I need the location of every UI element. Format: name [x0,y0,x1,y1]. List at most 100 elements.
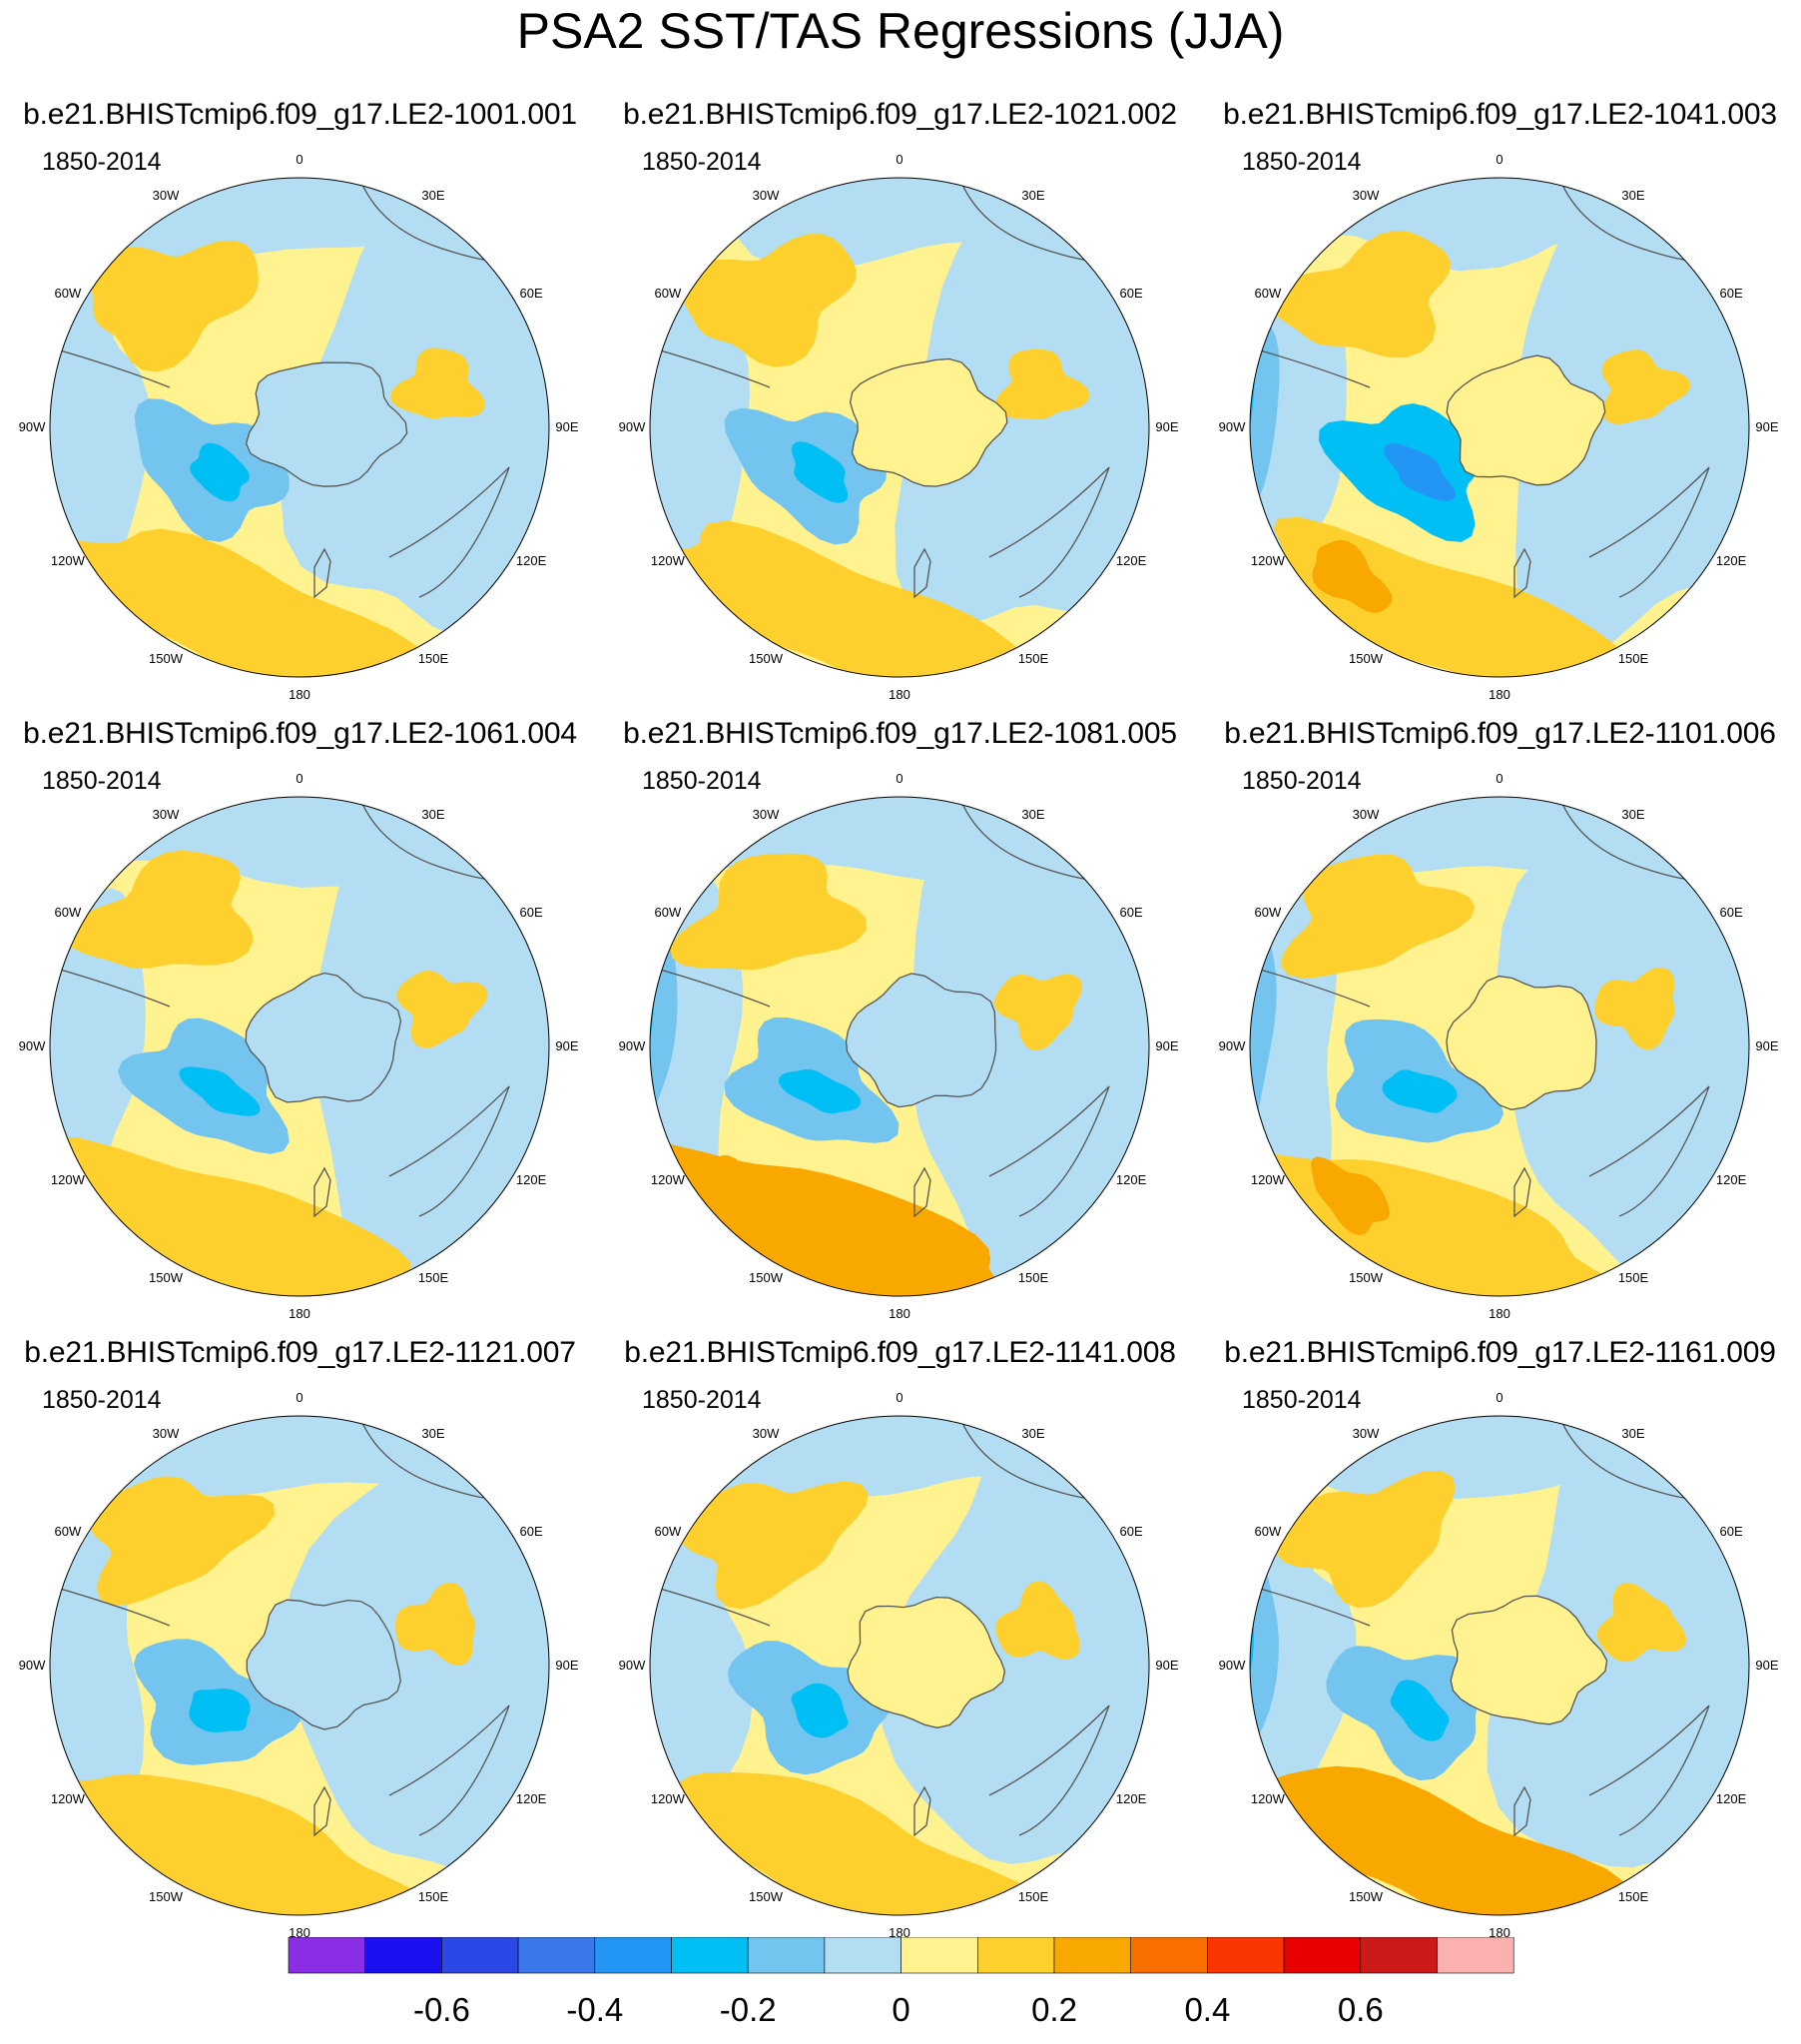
longitude-label: 180 [1489,687,1510,702]
colorbar-swatch [976,1936,1055,1974]
colorbar-swatch [747,1936,826,1974]
longitude-label: 30W [153,188,180,203]
map-boundary [649,1415,1150,1916]
longitude-label: 150W [1349,651,1384,666]
longitude-label: 150E [1018,1270,1049,1285]
colorbar-swatch [1360,1936,1438,1974]
longitude-label: 60E [520,1524,543,1539]
longitude-label: 120W [51,1791,86,1806]
panel-period-label: 1850-2014 [642,148,762,176]
longitude-label: 30W [753,188,780,203]
longitude-label: 30E [1021,188,1044,203]
longitude-label: 120E [516,553,547,568]
longitude-label: 180 [889,1306,910,1321]
longitude-label: 60W [1255,1524,1282,1539]
colorbar-tick-label: -0.4 [566,1991,623,2028]
panel-period-label: 1850-2014 [642,1386,762,1414]
panel-period-label: 1850-2014 [42,1386,162,1414]
longitude-label: 30W [153,807,180,822]
longitude-label: 30E [421,807,444,822]
map-panel: b.e21.BHISTcmip6.f09_g17.LE2-1061.004 185… [0,717,600,1336]
longitude-label: 150W [749,651,784,666]
longitude-label: 60E [520,905,543,920]
longitude-label: 60W [55,1524,82,1539]
longitude-label: 120E [1716,1791,1747,1806]
longitude-label: 0 [896,771,902,786]
longitude-label: 90E [1155,1658,1178,1673]
panel-run-title: b.e21.BHISTcmip6.f09_g17.LE2-1141.008 [624,1336,1176,1369]
longitude-label: 150W [1349,1889,1384,1904]
longitude-label: 30E [1021,807,1044,822]
longitude-label: 0 [896,152,902,167]
longitude-label: 180 [1489,1925,1510,1940]
panel-run-title: b.e21.BHISTcmip6.f09_g17.LE2-1061.004 [23,717,577,750]
longitude-label: 120W [651,1791,686,1806]
panel-run-title: b.e21.BHISTcmip6.f09_g17.LE2-1021.002 [623,98,1177,131]
longitude-label: 0 [296,152,302,167]
longitude-label: 150W [149,651,184,666]
longitude-label: 120W [1251,1172,1286,1187]
contour-fill [650,1416,1149,1915]
longitude-label: 90W [1219,419,1246,434]
polar-map: 0 30E 60E 90E 120E 150E 180 150W 120W 90W 60W 30W [19,771,579,1321]
coastline [50,178,510,599]
map-panel: b.e21.BHISTcmip6.f09_g17.LE2-1021.002 185… [600,98,1200,717]
longitude-label: 90W [19,419,46,434]
longitude-label: 150E [418,651,449,666]
longitude-label: 60E [1120,905,1143,920]
contour-fill [650,178,1149,677]
longitude-label: 90E [555,419,578,434]
contour-fill [650,797,1149,1296]
longitude-label: 90E [555,1658,578,1673]
longitude-label: 150E [1018,1889,1049,1904]
longitude-label: 90E [1155,1038,1178,1053]
longitude-label: 30W [753,807,780,822]
longitude-label: 30E [1621,1426,1644,1441]
colorbar-swatch [364,1936,442,1974]
longitude-label: 90E [1755,1658,1778,1673]
panel-period-label: 1850-2014 [1242,148,1362,176]
longitude-label: 0 [1496,152,1502,167]
longitude-label: 30E [421,188,444,203]
colorbar-tick-label: -0.2 [720,1991,777,2028]
longitude-label: 90W [619,419,646,434]
colorbar-swatch [900,1936,978,1974]
map-panel: b.e21.BHISTcmip6.f09_g17.LE2-1081.005 185… [600,717,1200,1336]
longitude-label: 150W [149,1270,184,1285]
longitude-label: 90W [1219,1038,1246,1053]
longitude-label: 150W [749,1270,784,1285]
longitude-label: 180 [289,687,310,702]
longitude-label: 120E [1116,553,1147,568]
colorbar-swatch [1283,1936,1362,1974]
panel-run-title: b.e21.BHISTcmip6.f09_g17.LE2-1161.009 [1224,1336,1776,1369]
map-boundary [649,796,1150,1297]
longitude-label: 60E [1120,286,1143,301]
longitude-label: 60E [1720,905,1743,920]
longitude-label: 30W [153,1426,180,1441]
contour-fill [1250,1416,1749,1915]
colorbar: -0.6 -0.4 -0.2 0 0.2 0.4 0.6 [0,1936,1801,2039]
longitude-label: 0 [1496,771,1502,786]
colorbar-tick-label: 0 [892,1991,909,2028]
longitude-label: 120W [51,553,86,568]
longitude-label: 90E [1155,419,1178,434]
contour-fill [1250,797,1749,1296]
longitude-label: 30W [1353,1426,1380,1441]
colorbar-swatch [824,1936,901,1974]
map-panel: b.e21.BHISTcmip6.f09_g17.LE2-1001.001 185… [0,98,600,717]
longitude-label: 0 [896,1390,902,1405]
map-panel: b.e21.BHISTcmip6.f09_g17.LE2-1141.008 185… [600,1336,1200,1955]
longitude-label: 90E [1755,1038,1778,1053]
longitude-label: 150E [1018,651,1049,666]
polar-map: 0 30E 60E 90E 120E 150E 180 150W 120W 90W 60W 30W [619,1390,1179,1940]
map-panel: b.e21.BHISTcmip6.f09_g17.LE2-1101.006 185… [1200,717,1800,1336]
contour-fill [50,178,549,677]
longitude-label: 60E [1720,286,1743,301]
map-boundary [49,177,550,678]
longitude-label: 150E [1618,1889,1649,1904]
coastline [1250,178,1710,599]
map-panel: b.e21.BHISTcmip6.f09_g17.LE2-1121.007 185… [0,1336,600,1955]
colorbar-swatch [1053,1936,1131,1974]
colorbar-tick-label: 0.4 [1184,1991,1230,2028]
longitude-label: 30E [1021,1426,1044,1441]
